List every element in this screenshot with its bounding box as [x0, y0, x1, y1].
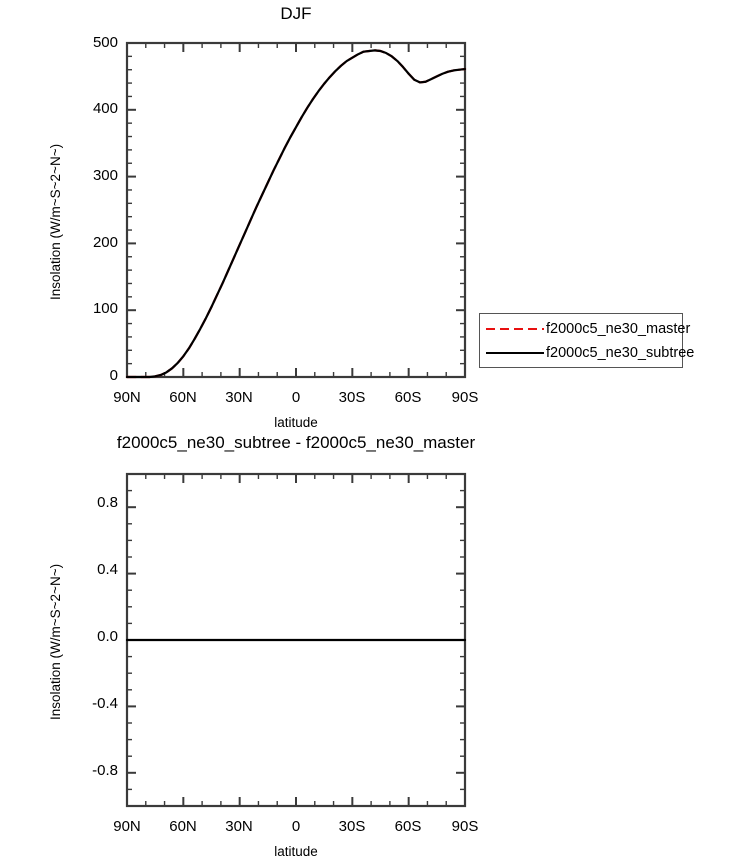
top-panel-title: DJF: [280, 4, 312, 23]
bottom-x-tick-30N: 30N: [225, 818, 253, 835]
top-y-tick-500: 500: [92, 34, 118, 51]
legend-label-subtree: f2000c5_ne30_subtree: [546, 345, 695, 361]
solid-line-swatch: [486, 352, 544, 354]
top-y-tick-0: 0: [109, 367, 118, 384]
legend: f2000c5_ne30_master f2000c5_ne30_subtree: [479, 313, 694, 368]
top-y-tick-300: 300: [92, 167, 118, 184]
top-x-tick-0: 0: [291, 389, 301, 406]
top-y-tick-400: 400: [92, 100, 118, 117]
top-x-tick-30N: 30N: [225, 389, 253, 406]
top-panel-x-axis-title: latitude: [274, 415, 318, 430]
top-panel-plot-area: [125, 41, 467, 379]
bottom-x-tick-0: 0: [291, 818, 301, 835]
bottom-y-tick-0.8: 0.8: [97, 494, 118, 511]
bottom-x-tick-90S: 90S: [451, 818, 479, 835]
bottom-panel-title: f2000c5_ne30_subtree - f2000c5_ne30_mast…: [116, 433, 476, 452]
bottom-x-tick-90N: 90N: [113, 818, 141, 835]
bottom-x-tick-60N: 60N: [169, 818, 197, 835]
bottom-panel: f2000c5_ne30_subtree - f2000c5_ne30_mast…: [0, 430, 733, 865]
bottom-x-tick-60S: 60S: [394, 818, 422, 835]
top-y-tick-200: 200: [92, 234, 118, 251]
bottom-panel-plot-area: [125, 472, 467, 808]
bottom-y-tick--0.4: -0.4: [92, 695, 118, 712]
bottom-panel-x-axis-title: latitude: [274, 844, 318, 859]
legend-entry-subtree: f2000c5_ne30_subtree: [486, 343, 694, 363]
bottom-y-tick-0.4: 0.4: [97, 561, 118, 578]
top-x-tick-90N: 90N: [113, 389, 141, 406]
dashed-line-swatch: [486, 328, 544, 330]
bottom-y-tick--0.8: -0.8: [92, 762, 118, 779]
top-x-tick-90S: 90S: [451, 389, 479, 406]
bottom-y-tick-0.0: 0.0: [97, 628, 118, 645]
top-x-tick-60S: 60S: [394, 389, 422, 406]
legend-label-master: f2000c5_ne30_master: [546, 321, 691, 337]
legend-entry-master: f2000c5_ne30_master: [486, 319, 690, 339]
top-y-tick-100: 100: [92, 300, 118, 317]
top-panel: DJF Insolation (W/m~S~2~N~) latitude 500…: [0, 0, 733, 430]
top-x-tick-60N: 60N: [169, 389, 197, 406]
top-x-tick-30S: 30S: [338, 389, 366, 406]
bottom-x-tick-30S: 30S: [338, 818, 366, 835]
